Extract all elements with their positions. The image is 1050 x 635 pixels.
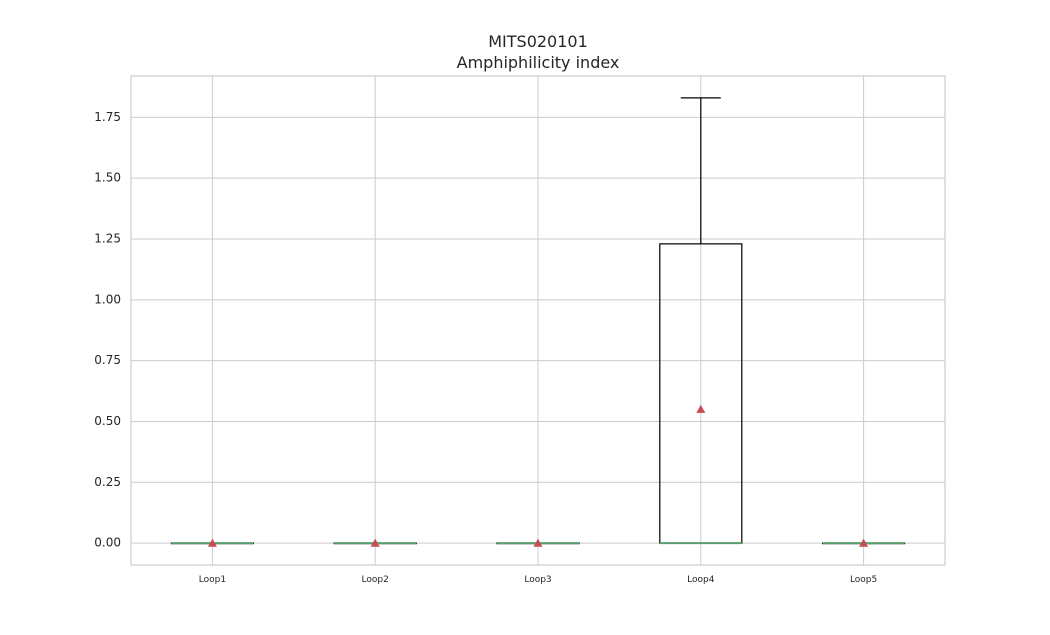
- y-tick-label: 0.75: [94, 353, 121, 367]
- mean-marker: [370, 538, 380, 547]
- mean-marker: [696, 404, 706, 413]
- box-loop4: [659, 97, 743, 545]
- box-series: [170, 97, 906, 547]
- y-tick-label: 0.00: [94, 536, 121, 550]
- mean-marker: [859, 538, 869, 547]
- box-loop3: [496, 538, 580, 547]
- y-tick-label: 0.25: [94, 475, 121, 489]
- x-tick-label: Loop3: [524, 575, 551, 585]
- y-tick-label: 1.25: [94, 232, 121, 246]
- x-tick-label: Loop1: [199, 575, 226, 585]
- y-axis-ticks: 0.00 0.25 0.50 0.75 1.00 1.25 1.50 1.75: [94, 110, 121, 550]
- x-tick-label: Loop5: [850, 575, 877, 585]
- box-loop5: [821, 538, 906, 547]
- chart-subtitle: Amphiphilicity index: [457, 53, 620, 72]
- box-loop2: [333, 538, 417, 547]
- y-tick-label: 1.75: [94, 110, 121, 124]
- mean-marker: [207, 538, 217, 547]
- y-tick-label: 0.50: [94, 414, 121, 428]
- plot-frame: [130, 75, 946, 566]
- x-axis-ticks: Loop1 Loop2 Loop3 Loop4 Loop5: [199, 575, 878, 585]
- y-tick-label: 1.00: [94, 292, 121, 306]
- box-loop1: [170, 538, 254, 547]
- x-tick-label: Loop4: [687, 575, 715, 585]
- grid-lines: [131, 76, 945, 565]
- chart-title: MITS020101: [488, 32, 588, 51]
- x-tick-label: Loop2: [362, 575, 389, 585]
- y-tick-label: 1.50: [94, 171, 121, 185]
- mean-marker: [533, 538, 543, 547]
